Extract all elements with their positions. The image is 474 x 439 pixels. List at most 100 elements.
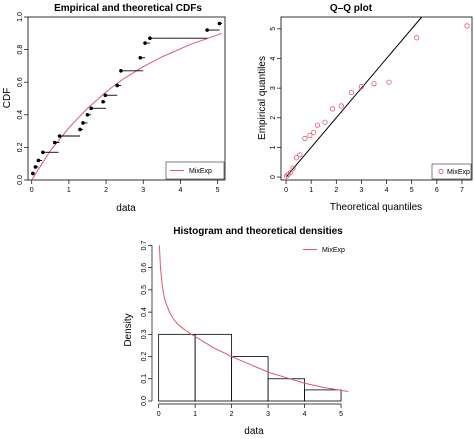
qq-point: [371, 81, 377, 87]
histogram-y-tick-label: 0.4: [141, 307, 148, 317]
histogram-legend-box: [300, 242, 352, 257]
cdf-empirical-point: [115, 83, 120, 88]
histogram-x-ticks: 0 1 2 3 4 5: [157, 403, 343, 418]
qq-reference-line: [285, 16, 423, 178]
histogram-x-axis-label: data: [244, 426, 264, 437]
cdf-x-tick-label: 1: [67, 187, 71, 194]
cdf-plot-frame: [27, 16, 226, 181]
qq-x-tick-label: 3: [359, 187, 363, 194]
qq-points: [283, 23, 470, 179]
qq-legend: MixExp: [431, 163, 472, 180]
histogram-density-line: [158, 245, 349, 392]
cdf-y-axis-label: CDF: [2, 88, 13, 109]
histogram-bars: [158, 333, 342, 402]
cdf-empirical-point: [36, 158, 41, 163]
qq-y-tick-label: 0: [270, 175, 277, 179]
cdf-theoretical-line: [31, 32, 222, 181]
qq-x-axis-label: Theoretical quantiles: [330, 202, 422, 213]
qq-x-tick-label: 5: [410, 187, 414, 194]
cdf-empirical-point: [138, 55, 143, 60]
cdf-empirical-steps: [31, 21, 223, 176]
qq-x-tick-label: 6: [435, 187, 439, 194]
histogram-y-tick-label: 0.2: [141, 352, 148, 362]
qq-x-tick-label: 2: [334, 187, 338, 194]
histogram-x-tick-label: 1: [193, 411, 197, 418]
cdf-empirical-point: [41, 150, 45, 155]
qq-y-tick-label: 3: [270, 86, 277, 90]
cdf-legend-entry: MixExp: [189, 168, 212, 175]
cdf-empirical-point: [31, 171, 35, 176]
histogram-legend-entry: MixExp: [322, 247, 345, 254]
cdf-empirical-point: [85, 113, 90, 117]
qq-point: [307, 132, 313, 139]
cdf-x-tick-label: 3: [141, 187, 145, 194]
qq-point: [414, 35, 420, 41]
cdf-x-ticks: 0 1 2 3 4 5: [30, 180, 220, 194]
cdf-panel: Empirical and theoretical CDFs data CDF …: [2, 3, 226, 214]
cdf-x-tick-label: 4: [178, 187, 182, 194]
qq-point: [386, 79, 392, 85]
qq-legend-box: [431, 163, 472, 180]
qq-point: [464, 23, 470, 29]
cdf-legend-box: [165, 161, 225, 180]
qq-reference-diagonal: [285, 16, 423, 178]
qq-point: [348, 89, 354, 96]
histogram-x-tick-label: 2: [230, 411, 234, 418]
cdf-x-axis-label: data: [116, 203, 136, 214]
histogram-x-tick-label: 4: [303, 411, 307, 418]
cdf-empirical-point: [217, 21, 222, 26]
qq-point: [338, 103, 344, 109]
qq-x-ticks: 0 1 2 3 4 5 6 7: [284, 180, 464, 194]
qq-panel: Q–Q plot Theoretical quantiles Empirical…: [257, 3, 473, 213]
qq-x-tick-label: 1: [309, 187, 313, 194]
cdf-legend: MixExp: [165, 161, 225, 180]
qq-y-ticks: 0 1 2 3 4 5: [270, 27, 281, 179]
histogram-bar: [158, 333, 196, 402]
cdf-empirical-point: [81, 121, 85, 125]
qq-point: [283, 173, 290, 179]
qq-point: [358, 84, 365, 90]
cdf-empirical-point: [33, 165, 38, 169]
histogram-density-curve: [158, 245, 349, 392]
cdf-empirical-point: [205, 28, 209, 32]
cdf-x-tick-label: 0: [30, 187, 34, 194]
histogram-bar: [194, 333, 233, 402]
qq-legend-swatch: [438, 168, 444, 175]
histogram-legend: MixExp: [300, 242, 352, 257]
qq-y-tick-label: 4: [270, 56, 277, 60]
cdf-empirical-point: [78, 127, 82, 132]
cdf-y-ticks: 0.0 0.2 0.4 0.6 0.8 1.0: [17, 12, 28, 185]
cdf-y-tick-label: 0.4: [17, 110, 24, 120]
qq-x-tick-label: 4: [385, 187, 389, 194]
cdf-empirical-point: [103, 93, 108, 98]
cdf-empirical-point: [143, 41, 147, 45]
qq-point: [287, 169, 294, 176]
histogram-y-tick-label: 0.5: [141, 285, 148, 295]
cdf-empirical-point: [57, 134, 62, 138]
qq-point: [322, 119, 328, 125]
qq-point: [329, 106, 336, 112]
histogram-panel: Histogram and theoretical densities data…: [123, 226, 352, 437]
qq-point: [290, 165, 296, 171]
cdf-y-tick-label: 0.6: [17, 77, 24, 87]
cdf-y-tick-label: 0.0: [17, 175, 24, 185]
histogram-y-tick-label: 0.1: [141, 374, 148, 384]
histogram-x-tick-label: 3: [266, 411, 270, 418]
cdf-y-tick-label: 0.2: [17, 142, 24, 152]
qq-plot-frame: [280, 16, 473, 181]
histogram-bar: [304, 389, 342, 402]
qq-x-tick-label: 7: [460, 187, 464, 194]
qq-legend-entry: MixExp: [447, 169, 470, 176]
cdf-x-tick-label: 2: [104, 187, 108, 194]
histogram-y-tick-label: 0.0: [141, 396, 148, 406]
qq-y-tick-label: 2: [270, 116, 277, 120]
cdf-y-tick-label: 1.0: [17, 12, 24, 22]
cdf-empirical-point: [101, 99, 105, 104]
qq-y-axis-label: Empirical quantiles: [257, 56, 268, 140]
cdf-empirical-point: [119, 68, 123, 73]
qq-y-tick-label: 1: [270, 145, 277, 149]
histogram-plot-frame: [155, 241, 352, 401]
qq-y-tick-label: 5: [270, 27, 277, 31]
qq-x-tick-label: 0: [284, 187, 288, 194]
